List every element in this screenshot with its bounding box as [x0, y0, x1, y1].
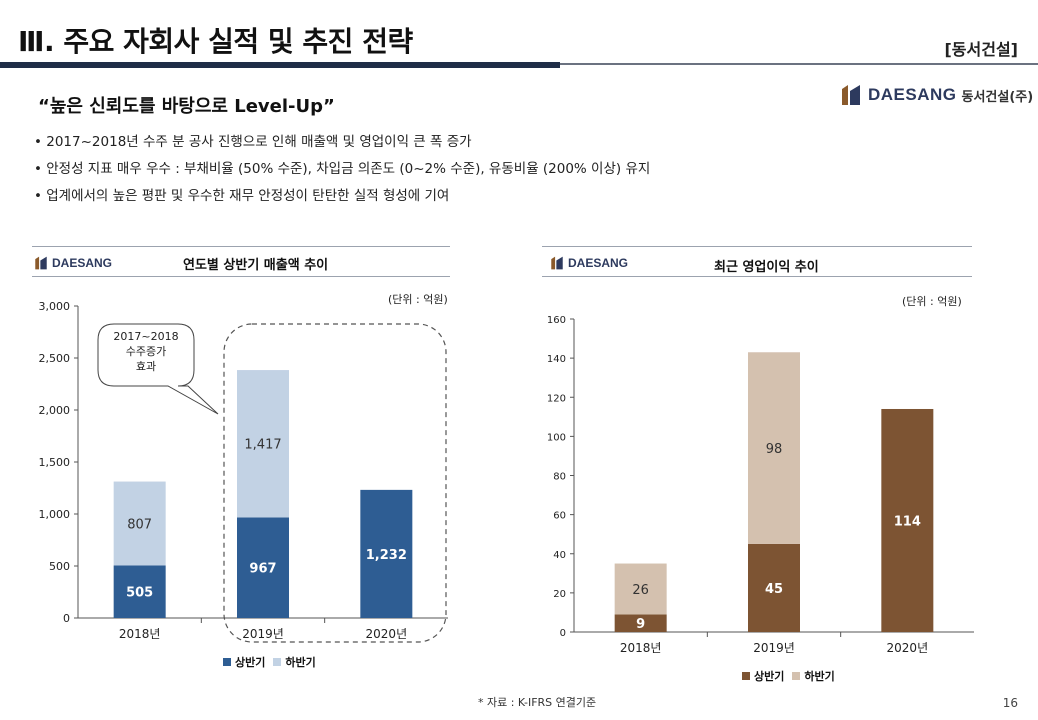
quote-heading: “높은 신뢰도를 바탕으로 Level-Up”: [38, 96, 335, 117]
chart-header-rule: [32, 276, 450, 277]
y-tick-label: 140: [547, 354, 566, 365]
y-tick-label: 40: [553, 550, 566, 561]
chart-logo-word: DAESANG: [568, 256, 629, 270]
bar-second-half: [113, 481, 166, 566]
y-tick-label: 0: [63, 612, 70, 625]
legend-swatch-first: [742, 672, 750, 680]
title-rule-thin: [560, 63, 1038, 65]
company-tag: [동서건설]: [944, 40, 1018, 59]
data-label: 1,232: [366, 548, 407, 563]
page-title: Ⅲ. 주요 자회사 실적 및 추진 전략: [18, 25, 413, 58]
bar-first-half: [360, 489, 413, 618]
data-label: 98: [766, 442, 783, 457]
y-tick-label: 2,500: [39, 352, 71, 365]
operating-profit-chart: 0 20 40 60 80 100 120 140 160 2018년 9 26 2019년 45 98 20…: [547, 315, 974, 655]
x-tick-label: 2018년: [620, 641, 662, 655]
title-rule: [0, 62, 560, 68]
x-tick-label: 2019년: [242, 627, 284, 641]
chart-logo: DAESANG: [550, 255, 628, 271]
data-label: 45: [765, 582, 783, 597]
bullet-item: • 업계에서의 높은 평판 및 우수한 재무 안정성이 탄탄한 실적 형성에 기…: [34, 188, 450, 204]
legend-label: 상반기: [235, 656, 266, 669]
bullet-item: • 안정성 지표 매우 우수 : 부채비율 (50% 수준), 차입금 의존도 …: [34, 161, 651, 177]
highlight-dashed-box: [223, 323, 447, 643]
data-label: 807: [127, 518, 152, 533]
x-tick-label: 2020년: [887, 641, 929, 655]
chart-unit: (단위 : 억원): [902, 295, 962, 308]
legend-label: 하반기: [804, 670, 835, 683]
bullet-item: • 2017~2018년 수주 분 공사 진행으로 인해 매출액 및 영업이익 …: [34, 134, 472, 150]
y-tick-label: 500: [49, 560, 70, 573]
bar-first-half: [113, 565, 166, 618]
chart-title: 연도별 상반기 매출액 추이: [183, 258, 329, 273]
daesang-mark-icon: [35, 256, 47, 270]
legend-swatch-second: [273, 658, 282, 666]
chart-header-rule: [542, 246, 972, 247]
x-tick-label: 2020년: [366, 627, 408, 641]
callout-text: 수주증가: [126, 345, 166, 358]
chart-unit: (단위 : 억원): [388, 293, 448, 306]
data-label: 967: [249, 562, 276, 577]
callout-text: 2017~2018: [113, 330, 178, 343]
y-tick-label: 80: [553, 472, 566, 483]
daesang-mark-icon: [551, 256, 563, 270]
y-tick-label: 60: [553, 511, 566, 522]
daesang-mark-icon: [842, 85, 860, 105]
source-note: * 자료 : K-IFRS 연결기준: [478, 696, 597, 709]
legend-swatch-first: [223, 658, 231, 666]
y-tick-label: 160: [547, 315, 566, 326]
sales-chart: 0 500 1,000 1,500 2,000 2,500 3,000 2018년 505 807…: [39, 300, 448, 643]
y-tick-label: 120: [547, 393, 566, 404]
bullet-list: • 2017~2018년 수주 분 공사 진행으로 인해 매출액 및 영업이익 …: [34, 132, 650, 213]
chart-title: 최근 영업이익 추이: [714, 260, 819, 275]
sales-legend: 상반기 하반기: [215, 654, 316, 670]
bar-second-half: [748, 352, 800, 544]
legend-label: 하반기: [285, 656, 316, 669]
data-label: 114: [894, 514, 921, 529]
page-number: 16: [1002, 696, 1018, 710]
chart-logo: DAESANG: [34, 255, 112, 271]
bar-first-half: [748, 543, 800, 632]
data-label: 26: [632, 583, 649, 598]
callout-text: 효과: [136, 360, 156, 373]
y-tick-label: 1,000: [39, 508, 71, 521]
legend-swatch-second: [792, 672, 801, 680]
bar-second-half: [237, 370, 289, 518]
op-legend: 상반기 하반기: [734, 668, 835, 684]
x-tick-label: 2019년: [753, 641, 795, 655]
y-tick-label: 3,000: [39, 300, 71, 313]
x-tick-label: 2018년: [119, 627, 161, 641]
chart-logo-word: DAESANG: [52, 256, 113, 270]
y-tick-label: 20: [553, 589, 566, 600]
y-tick-label: 1,500: [39, 456, 71, 469]
y-tick-label: 2,000: [39, 404, 71, 417]
data-label: 505: [126, 586, 153, 601]
legend-label: 상반기: [754, 670, 785, 683]
brand-word: DAESANG: [868, 85, 957, 104]
bar-first-half: [881, 408, 934, 632]
y-tick-label: 0: [560, 628, 566, 639]
chart-header-rule: [542, 276, 972, 277]
brand-korean: 동서건설(주): [961, 89, 1034, 105]
bar-first-half: [614, 614, 667, 632]
callout-bubble: [97, 323, 219, 415]
chart-header-rule: [32, 246, 450, 247]
y-tick-label: 100: [547, 432, 566, 443]
data-label: 1,417: [244, 438, 281, 453]
bar-first-half: [237, 517, 289, 618]
brand-logo: DAESANG 동서건설(주): [840, 80, 1033, 110]
bar-second-half: [614, 563, 667, 615]
data-label: 9: [636, 617, 645, 632]
